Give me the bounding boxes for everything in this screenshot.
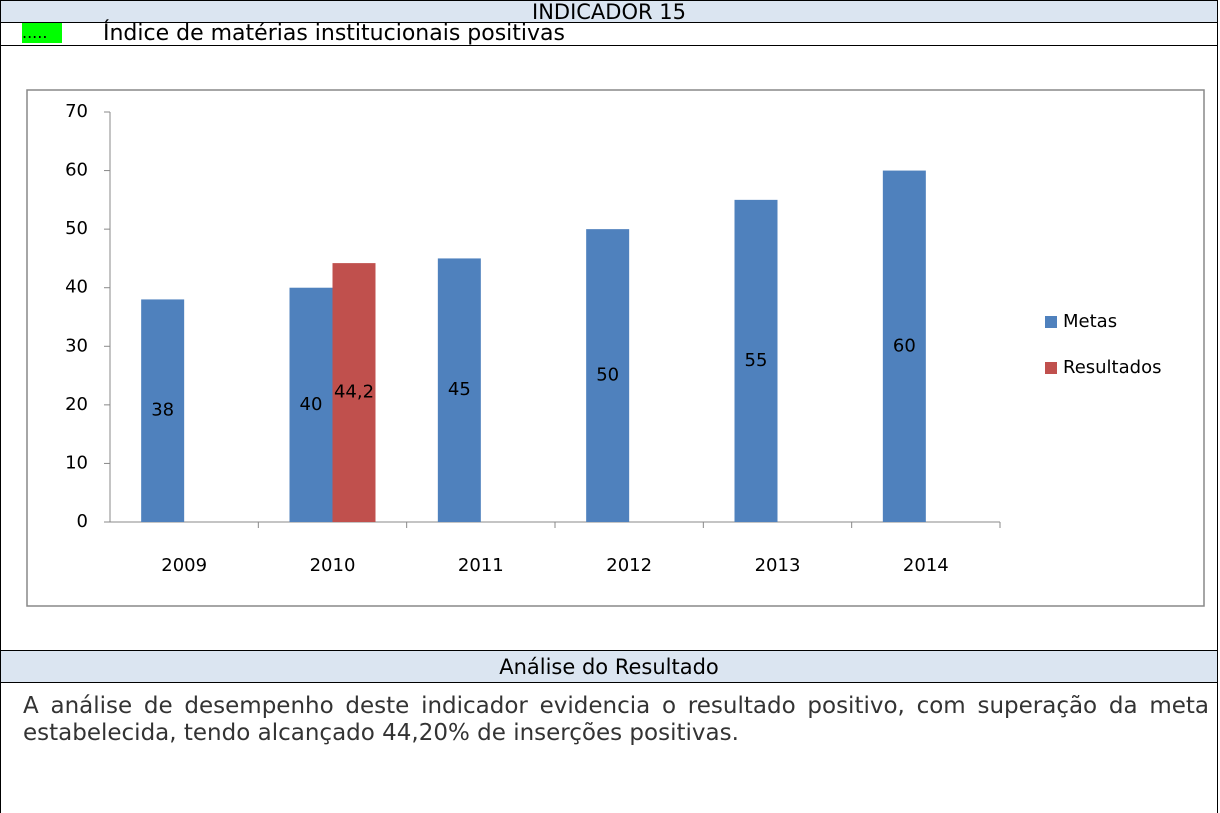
data-label: 50 — [596, 365, 619, 386]
section-title: Análise do Resultado — [499, 655, 719, 679]
data-label: 40 — [300, 394, 323, 415]
x-tick-label: 2012 — [606, 555, 652, 576]
bar — [332, 263, 376, 522]
x-tick-label: 2013 — [755, 555, 801, 576]
marker: ..... — [22, 23, 62, 43]
text-row: A análise de desempenho deste indicador … — [0, 683, 1218, 813]
section-row: Análise do Resultado — [0, 650, 1218, 683]
data-label: 44,2 — [334, 382, 374, 403]
title-row: INDICADOR 15 — [0, 0, 1218, 23]
legend-label: Metas — [1063, 311, 1117, 332]
y-tick-label: 30 — [65, 335, 88, 356]
x-tick-label: 2011 — [458, 555, 504, 576]
x-tick-label: 2010 — [310, 555, 356, 576]
bar — [586, 229, 630, 522]
y-tick-label: 20 — [65, 394, 88, 415]
data-label: 60 — [893, 335, 916, 356]
data-label: 55 — [745, 350, 768, 371]
paragraph: A análise de desempenho deste indicador … — [23, 693, 1209, 746]
subtitle: Índice de matérias institucionais positi… — [103, 21, 565, 46]
y-tick-label: 50 — [65, 218, 88, 239]
y-tick-label: 10 — [65, 452, 88, 473]
x-tick-label: 2014 — [903, 555, 949, 576]
bar — [141, 299, 185, 522]
bar — [882, 170, 926, 523]
bar — [437, 258, 481, 522]
bar — [289, 287, 333, 522]
title: INDICADOR 15 — [532, 0, 686, 24]
chart-row — [0, 45, 1218, 650]
y-tick-label: 40 — [65, 277, 88, 298]
y-tick-label: 60 — [65, 160, 88, 181]
chart: 0 10 20 30 40 50 60 70 2009 38 2010 40 44,2 2011 45 201… — [26, 89, 1205, 607]
data-label: 38 — [151, 400, 174, 421]
y-tick-label: 0 — [77, 511, 88, 532]
subtitle-row: ..... Índice de matérias institucionais … — [0, 23, 1218, 45]
y-tick-label: 70 — [65, 101, 88, 122]
bar — [734, 199, 778, 522]
legend-swatch — [1045, 362, 1057, 374]
legend-label: Resultados — [1063, 357, 1161, 378]
data-label: 45 — [448, 379, 471, 400]
x-tick-label: 2009 — [161, 555, 207, 576]
legend-swatch — [1045, 316, 1057, 328]
